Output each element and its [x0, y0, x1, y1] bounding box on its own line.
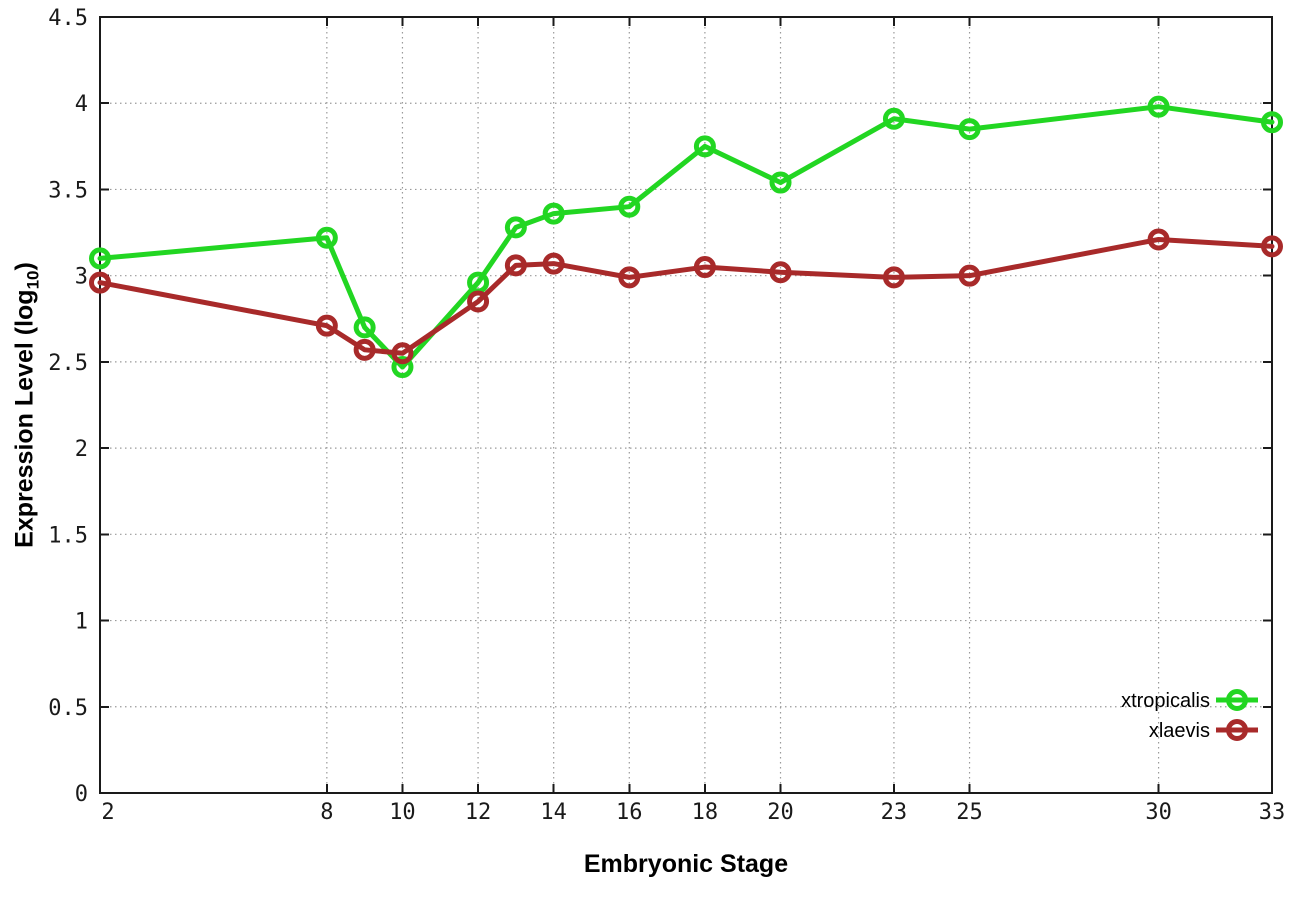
- plot-border: [99, 16, 1273, 794]
- marker-xtropicalis-stage-23: [882, 107, 905, 130]
- marker-xlaevis-stage-10: [391, 342, 414, 365]
- marker-xtropicalis-stage-30: [1147, 95, 1170, 118]
- y-tick-label-4.5: 4.5: [48, 6, 88, 31]
- x-tick-label-25: 25: [956, 800, 983, 825]
- marker-xtropicalis-stage-10: [391, 356, 414, 379]
- marker-xtropicalis-stage-8: [315, 226, 338, 249]
- y-tick-label-2: 2: [75, 437, 88, 462]
- marker-xlaevis-stage-30: [1147, 228, 1170, 251]
- x-tick-label-20: 20: [767, 800, 794, 825]
- marker-xlaevis-stage-25: [958, 264, 981, 287]
- x-tick-label-10: 10: [389, 800, 416, 825]
- series-layer: [89, 95, 1283, 379]
- marker-xtropicalis-stage-25: [958, 118, 981, 141]
- x-tick-label-12: 12: [465, 800, 492, 825]
- y-axis-title-text: Expression Level (log: [10, 289, 39, 548]
- plot-frame-layer: 2 8 10 12 14 16 18 20 23 25 30 33 0 0.5 1 1.5 2 2.5 3 3.5 4 4…: [48, 6, 1285, 825]
- legend-sample-marker-xtropicalis: [1226, 689, 1248, 711]
- x-tick-label-30: 30: [1145, 800, 1172, 825]
- x-axis-title: Embryonic Stage: [583, 850, 789, 878]
- marker-xlaevis-stage-20: [769, 261, 792, 284]
- x-tick-label-18: 18: [692, 800, 719, 825]
- y-tick-label-1: 1: [75, 610, 88, 635]
- y-tick-label-3: 3: [75, 265, 88, 290]
- marker-xtropicalis-stage-18: [693, 135, 716, 158]
- marker-xlaevis-stage-16: [618, 266, 641, 289]
- legend-label-xlaevis: xlaevis: [1149, 720, 1210, 742]
- legend: xtropicalis xlaevis: [1121, 689, 1258, 742]
- series-line-xlaevis: [97, 236, 1275, 356]
- y-tick-label-4: 4: [75, 92, 88, 117]
- y-axis-title: Expression Level (log10): [11, 262, 44, 548]
- marker-xlaevis-stage-13: [504, 254, 527, 277]
- x-tick-label-33: 33: [1259, 800, 1286, 825]
- y-tick-label-3.5: 3.5: [48, 178, 88, 203]
- legend-sample-marker-xlaevis: [1226, 719, 1248, 741]
- x-tick-label-14: 14: [540, 800, 567, 825]
- marker-xtropicalis-stage-2: [89, 247, 111, 270]
- marker-xlaevis-stage-9: [353, 338, 376, 361]
- marker-xlaevis-stage-8: [315, 314, 338, 337]
- marker-xtropicalis-stage-9: [353, 316, 376, 339]
- y-axis-title-subscript: 10: [23, 270, 43, 290]
- y-tick-label-1.5: 1.5: [48, 523, 88, 548]
- legend-label-xtropicalis: xtropicalis: [1121, 690, 1210, 712]
- marker-xtropicalis-stage-14: [542, 202, 565, 225]
- marker-xtropicalis-stage-33: [1261, 111, 1283, 134]
- y-tick-label-2.5: 2.5: [48, 351, 88, 376]
- x-tick-label-8: 8: [320, 800, 333, 825]
- x-tick-label-16: 16: [616, 800, 643, 825]
- marker-xtropicalis-stage-20: [769, 171, 792, 194]
- marker-xlaevis-stage-14: [542, 252, 565, 275]
- x-tick-label-2: 2: [101, 800, 114, 825]
- marker-xlaevis-stage-18: [693, 256, 716, 279]
- marker-xlaevis-stage-2: [89, 271, 111, 294]
- marker-xlaevis-stage-12: [467, 290, 490, 313]
- series-line-xtropicalis: [97, 104, 1275, 370]
- x-tick-label-23: 23: [881, 800, 908, 825]
- y-tick-label-0.5: 0.5: [48, 696, 88, 721]
- y-axis-title-suffix: ): [10, 262, 39, 271]
- marker-xlaevis-stage-23: [882, 266, 905, 289]
- y-tick-label-0: 0: [75, 782, 88, 807]
- marker-xtropicalis-stage-13: [504, 216, 527, 239]
- marker-xtropicalis-stage-16: [618, 195, 641, 218]
- marker-xlaevis-stage-33: [1261, 235, 1283, 258]
